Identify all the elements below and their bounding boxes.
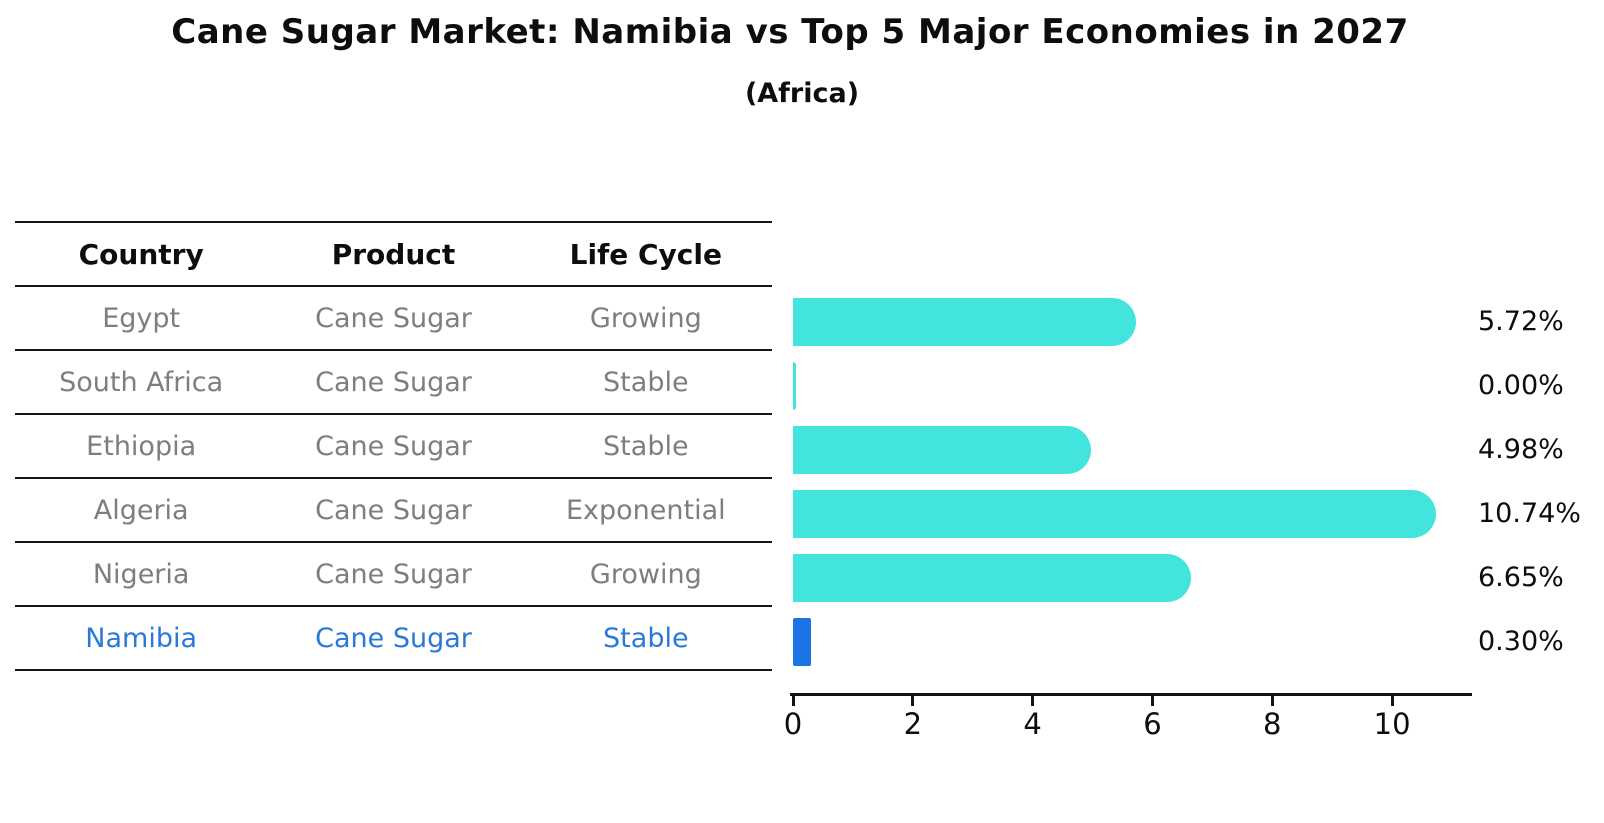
table-cell-product: Cane Sugar	[315, 430, 472, 462]
table-cell-lifecycle: Exponential	[565, 494, 726, 526]
bar-row	[793, 418, 1470, 482]
table-cell-country: South Africa	[59, 366, 224, 398]
x-axis: 0 2 4 6 8 10	[784, 693, 1472, 741]
table-cell-lifecycle: Growing	[589, 558, 702, 590]
bar	[793, 426, 1092, 474]
country-table: Country Product Life Cycle Egypt Cane Sug…	[15, 221, 772, 671]
table-cell-lifecycle: Stable	[603, 430, 689, 462]
table-row: Egypt Cane Sugar Growing	[15, 287, 772, 351]
table-cell-country: Ethiopia	[86, 430, 197, 462]
table-row: Namibia Cane Sugar Stable	[15, 607, 772, 671]
table-cell-lifecycle: Stable	[603, 366, 689, 398]
bar-row	[793, 546, 1470, 610]
column-header-product: Product	[331, 237, 456, 271]
bar-value-label: 6.65%	[1478, 562, 1564, 593]
table-cell-product: Cane Sugar	[315, 494, 472, 526]
x-tick-label: 4	[1023, 707, 1042, 741]
x-tick-mark	[1150, 696, 1154, 706]
chart-subtitle: (Africa)	[744, 78, 860, 109]
table-row: Nigeria Cane Sugar Growing	[15, 543, 772, 607]
table-row: Algeria Cane Sugar Exponential	[15, 479, 772, 543]
table-body: Egypt Cane Sugar Growing South Africa Cane S…	[15, 287, 772, 671]
bar-value-label: 0.30%	[1478, 626, 1564, 657]
x-axis-line	[790, 693, 1472, 696]
bar	[793, 490, 1437, 538]
x-tick-mark	[1270, 696, 1274, 706]
bar-value-label: 5.72%	[1478, 306, 1564, 337]
bar-row	[793, 610, 1470, 674]
highlight-bar	[793, 618, 811, 666]
table-cell-country: Algeria	[93, 494, 189, 526]
column-header-country: Country	[78, 237, 204, 271]
bar-row	[793, 290, 1470, 354]
x-tick-label: 8	[1263, 707, 1282, 741]
table-header-row: Country Product Life Cycle	[15, 221, 772, 287]
x-tick-mark	[1031, 696, 1035, 706]
value-labels: 5.72% 0.00% 4.98% 10.74% 6.65% 0.30%	[1478, 290, 1604, 674]
x-tick-mark	[911, 696, 915, 706]
bar	[793, 362, 796, 410]
x-tick-label: 10	[1373, 707, 1411, 741]
bar-value-label: 10.74%	[1478, 498, 1581, 529]
x-tick-mark	[1390, 696, 1394, 706]
bar-series	[793, 290, 1470, 674]
table-row: Ethiopia Cane Sugar Stable	[15, 415, 772, 479]
table-cell-lifecycle: Growing	[589, 302, 702, 334]
table-row: South Africa Cane Sugar Stable	[15, 351, 772, 415]
column-header-lifecycle: Life Cycle	[569, 237, 722, 271]
x-tick-label: 2	[903, 707, 923, 741]
table-cell-product: Cane Sugar	[315, 622, 472, 654]
table-cell-product: Cane Sugar	[315, 366, 472, 398]
bar-value-label: 0.00%	[1478, 370, 1564, 401]
table-cell-product: Cane Sugar	[315, 302, 472, 334]
bar	[793, 554, 1192, 602]
bar	[793, 298, 1136, 346]
table-cell-lifecycle: Stable	[603, 622, 689, 654]
x-tick-label: 0	[783, 707, 803, 741]
bar-row	[793, 354, 1470, 418]
x-tick-label: 6	[1143, 707, 1162, 741]
table-cell-product: Cane Sugar	[315, 558, 472, 590]
table-cell-country: Namibia	[85, 622, 198, 654]
bar-row	[793, 482, 1470, 546]
bar-value-label: 4.98%	[1478, 434, 1564, 465]
table-cell-country: Egypt	[102, 302, 181, 334]
table-cell-country: Nigeria	[92, 558, 190, 590]
chart-title: Cane Sugar Market: Namibia vs Top 5 Majo…	[171, 12, 1409, 52]
x-tick-mark	[791, 696, 795, 706]
